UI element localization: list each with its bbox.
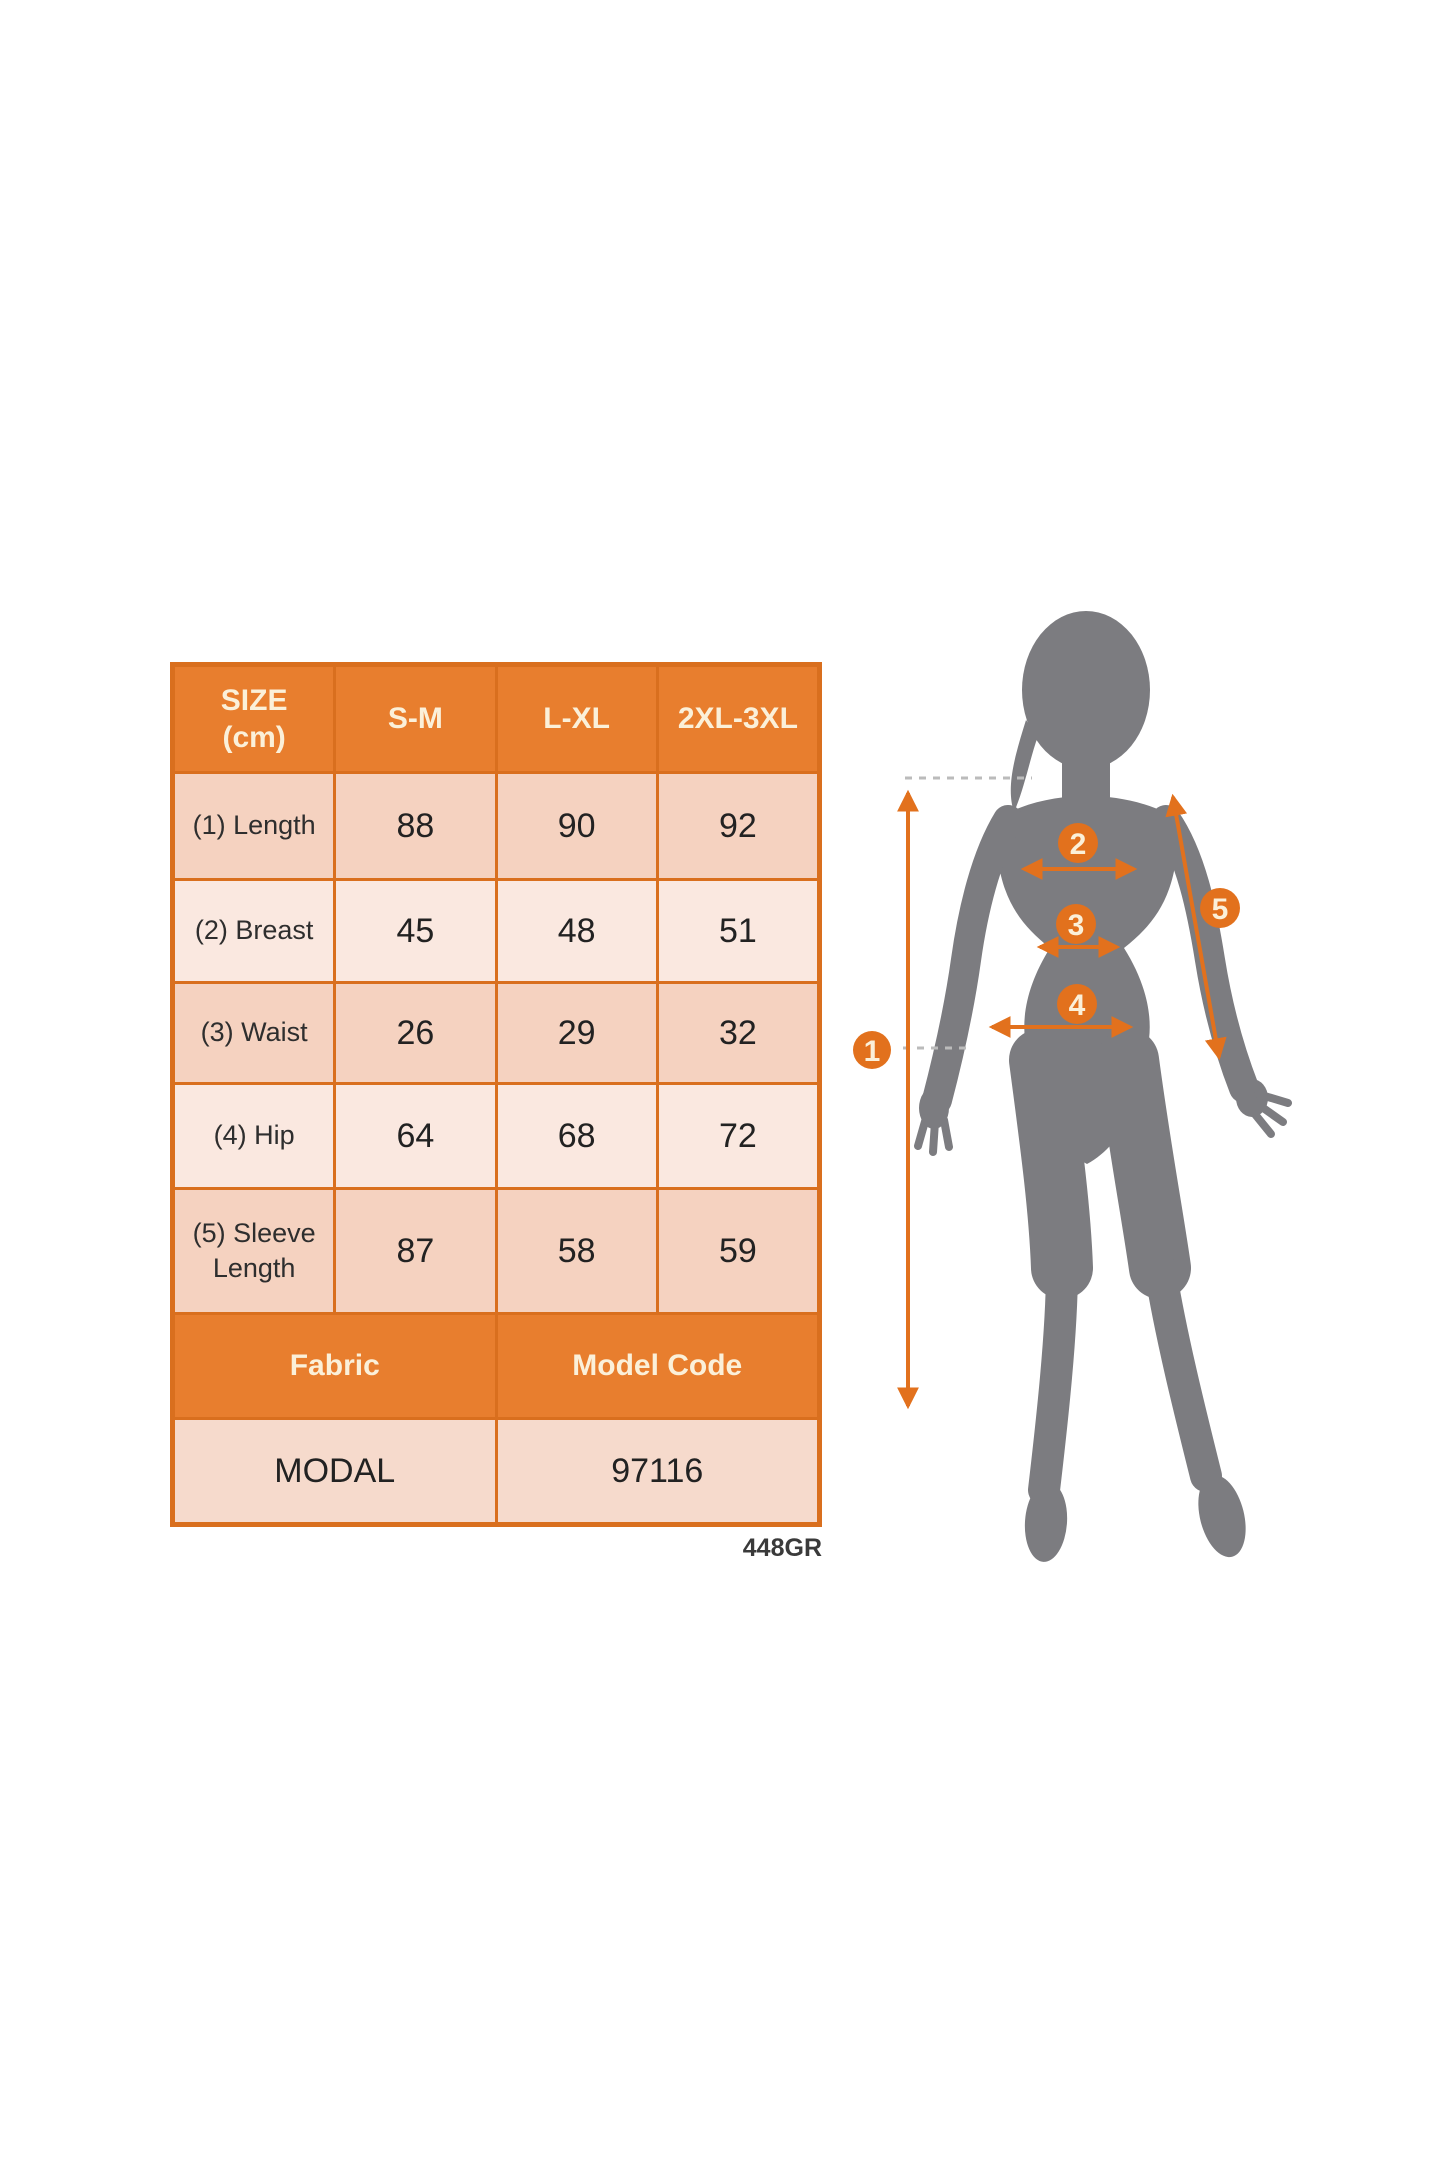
size-value: 45 (336, 881, 495, 981)
row-label-length: (1) Length (175, 774, 334, 878)
size-value: 58 (497, 1190, 656, 1312)
size-value: 59 (658, 1190, 817, 1312)
size-value: 48 (497, 881, 656, 981)
fabric-value: MODAL (175, 1420, 495, 1522)
size-value: 90 (497, 774, 656, 878)
row-label-hip: (4) Hip (175, 1085, 334, 1187)
measure-badge-5: 5 (1212, 893, 1229, 926)
measure-badge-2: 2 (1070, 828, 1087, 861)
female-silhouette (914, 611, 1292, 1562)
column-header-2xl3xl: 2XL-3XL (658, 667, 817, 771)
measure-badge-4: 4 (1069, 989, 1086, 1022)
size-value: 26 (336, 984, 495, 1082)
size-value: 29 (497, 984, 656, 1082)
model-code-header: Model Code (497, 1315, 817, 1417)
measure-badge-3: 3 (1068, 909, 1085, 942)
column-header-lxl: L-XL (497, 667, 656, 771)
size-value: 64 (336, 1085, 495, 1187)
size-value: 72 (658, 1085, 817, 1187)
size-value: 51 (658, 881, 817, 981)
size-value: 87 (336, 1190, 495, 1312)
row-label-breast: (2) Breast (175, 881, 334, 981)
fabric-header: Fabric (175, 1315, 495, 1417)
reference-code: 448GR (742, 1534, 822, 1562)
column-header-sm: S-M (336, 667, 495, 771)
row-label-sleeve-length: (5) Sleeve Length (175, 1190, 334, 1312)
sleeve-arrow (1165, 793, 1227, 1061)
measure-badge-1: 1 (864, 1035, 881, 1068)
reference-dashes (903, 776, 1032, 1050)
size-value: 88 (336, 774, 495, 878)
size-value: 68 (497, 1085, 656, 1187)
body-measurement-diagram: 1 2 3 4 5 (853, 611, 1292, 1562)
size-value: 92 (658, 774, 817, 878)
size-chart-table: SIZE (cm) S-M L-XL 2XL-3XL (1) Length 88… (170, 662, 822, 1527)
size-value: 32 (658, 984, 817, 1082)
measure-badges: 1 2 3 4 5 (853, 823, 1240, 1069)
row-label-waist: (3) Waist (175, 984, 334, 1082)
size-unit-header: SIZE (cm) (175, 667, 334, 771)
model-code-value: 97116 (497, 1420, 817, 1522)
measurement-arrows (897, 789, 1227, 1410)
